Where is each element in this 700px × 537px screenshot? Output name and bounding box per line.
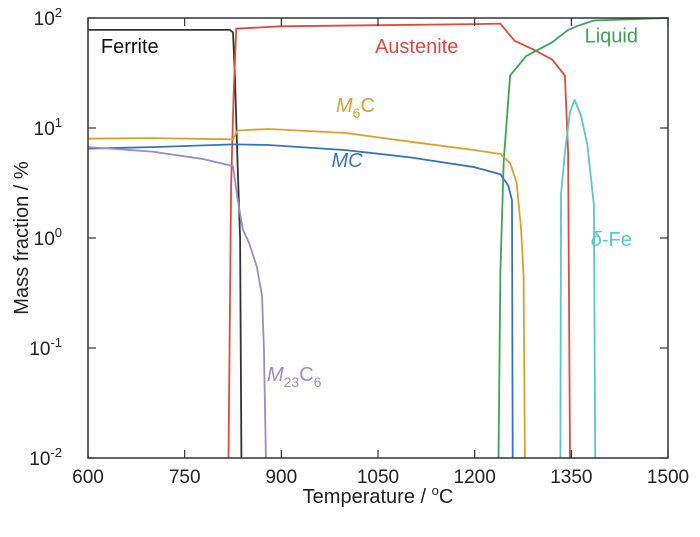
ticks-layer: 600 750 900 1050 1200 1350 1500 10-2 10-1 100 101 1… xyxy=(29,5,689,488)
series-line-ferrite xyxy=(88,29,243,459)
x-tick-label: 1200 xyxy=(454,467,496,488)
y-tick-label: 10-1 xyxy=(29,335,62,360)
y-tick-label: 102 xyxy=(34,5,62,30)
series-layer xyxy=(87,17,669,459)
series-label-austenite: Austenite xyxy=(375,36,458,58)
series-line--fe xyxy=(559,99,597,459)
x-tick-label: 600 xyxy=(72,467,104,488)
x-axis-title-degree: o xyxy=(432,483,439,498)
series-line-mc xyxy=(87,143,514,459)
plot-frame xyxy=(87,17,669,459)
x-axis-title-unit: C xyxy=(439,486,453,508)
y-axis-title: Mass fraction / % xyxy=(11,161,33,315)
series-line-austenite xyxy=(227,22,571,459)
y-tick-label: 100 xyxy=(34,225,62,250)
x-tick-label: 1050 xyxy=(357,467,399,488)
series-label-mc: MC xyxy=(332,150,364,172)
series-labels-layer: Ferrite Austenite Liquid M6C MC M23C6 δ-Fe xyxy=(101,25,638,390)
x-tick-label: 900 xyxy=(265,467,297,488)
x-tick-label: 750 xyxy=(169,467,201,488)
y-tick-label: 10-2 xyxy=(29,445,62,470)
y-tick-label: 101 xyxy=(34,115,62,140)
series-label--fe: δ-Fe xyxy=(591,229,632,251)
series-label-liquid: Liquid xyxy=(585,25,638,47)
x-tick-label: 1500 xyxy=(647,467,689,488)
series-label-m23c6: M23C6 xyxy=(267,364,322,390)
series-line-m6c xyxy=(87,128,526,459)
series-label-ferrite: Ferrite xyxy=(101,36,159,58)
x-axis-title: Temperature / oC xyxy=(303,483,454,508)
x-tick-label: 1350 xyxy=(550,467,592,488)
series-line-liquid xyxy=(497,17,669,459)
series-line-m23c6 xyxy=(87,146,267,459)
series-label-m6c: M6C xyxy=(336,95,375,121)
x-axis-title-main: Temperature / xyxy=(303,486,432,508)
